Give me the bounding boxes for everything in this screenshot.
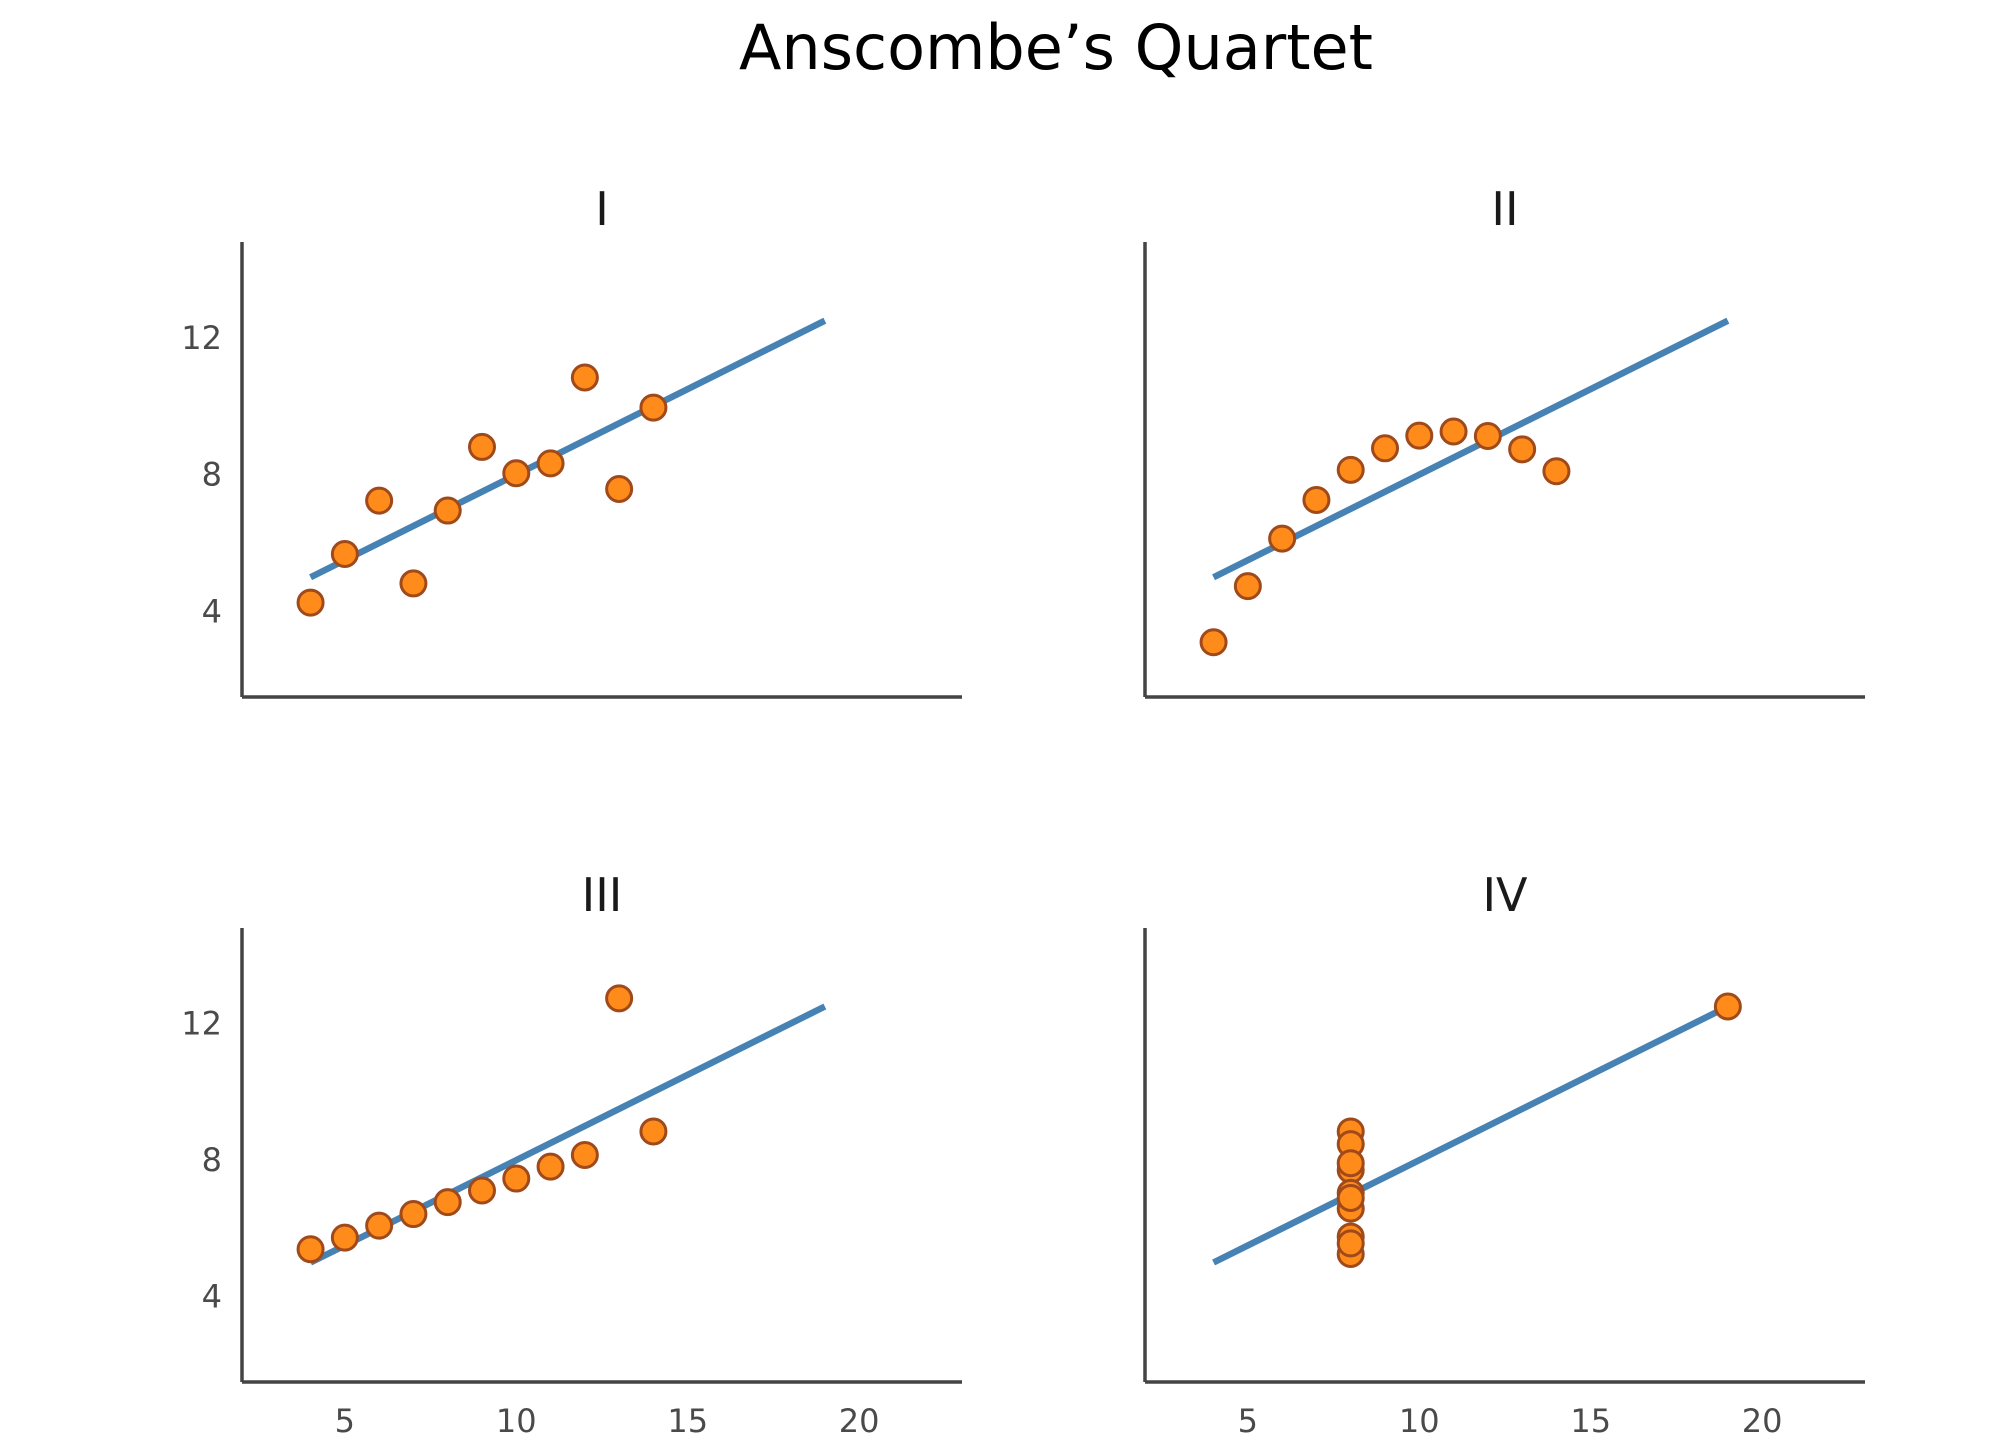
scatter-point [1302,485,1331,514]
scatter-point [1371,434,1399,463]
panel-title: II [1491,182,1518,236]
scatter-point [1542,457,1571,486]
x-tick-label: 10 [1399,1402,1440,1440]
y-tick-label: 8 [202,456,222,494]
scatter-point [536,449,565,478]
scatter-point [1336,1229,1365,1258]
scatter-point [1336,455,1365,484]
scatter-point [570,363,599,392]
scatter-point [1473,421,1502,450]
scatter-point [1268,524,1297,553]
scatter-point [296,1235,325,1264]
scatter-point [1439,417,1468,446]
scatter-point [330,1223,359,1252]
scatter-point [468,1176,496,1205]
scatter-point [399,569,428,598]
regression-line [309,317,827,581]
scatter-point [1233,572,1262,601]
scatter-point [639,1117,668,1146]
x-tick-label: 15 [1570,1402,1611,1440]
y-tick-label: 12 [181,319,222,357]
scatter-point [296,588,325,617]
y-tick-label: 4 [202,592,222,630]
regression-line [1212,1003,1730,1266]
panel-title: IV [1482,868,1528,922]
scatter-point [502,459,531,488]
scatter-point [1713,992,1742,1021]
regression-line [1212,317,1730,581]
scatter-point [399,1200,428,1229]
panel-4: IV 5 10 15 20 [1143,868,1865,1440]
scatter-point [433,496,462,525]
panel-title: I [595,182,609,236]
scatter-point [605,984,634,1013]
scatter-point [1336,1149,1365,1178]
scatter-point [365,1211,394,1240]
scatter-point [468,432,496,461]
scatter-point [365,486,394,515]
x-tick-label: 5 [335,1402,355,1440]
y-tick-label: 12 [181,1005,222,1043]
x-tick-label: 20 [839,1402,880,1440]
scatter-point [1336,1184,1365,1213]
figure-title: Anscombe’s Quartet [739,11,1373,84]
scatter-point [536,1152,565,1181]
scatter-point [1508,435,1537,464]
scatter-point [605,475,634,503]
x-tick-label: 5 [1238,1402,1258,1440]
scatter-point [1199,628,1228,657]
y-tick-label: 8 [202,1141,222,1179]
x-tick-label: 20 [1742,1402,1783,1440]
x-tick-label: 10 [496,1402,537,1440]
scatter-point [570,1141,599,1169]
panel-2: II [1143,182,1865,699]
scatter-point [502,1164,531,1193]
scatter-point [330,540,359,568]
scatter-point [1405,421,1434,450]
regression-line [309,1003,827,1266]
scatter-point [433,1188,462,1217]
scatter-point [639,393,668,422]
y-tick-label: 4 [202,1278,222,1316]
panel-3: III 4 8 12 5 10 15 20 [181,868,962,1440]
panel-title: III [582,868,623,922]
panel-1: I 4 8 12 [181,182,962,699]
x-tick-label: 15 [667,1402,708,1440]
